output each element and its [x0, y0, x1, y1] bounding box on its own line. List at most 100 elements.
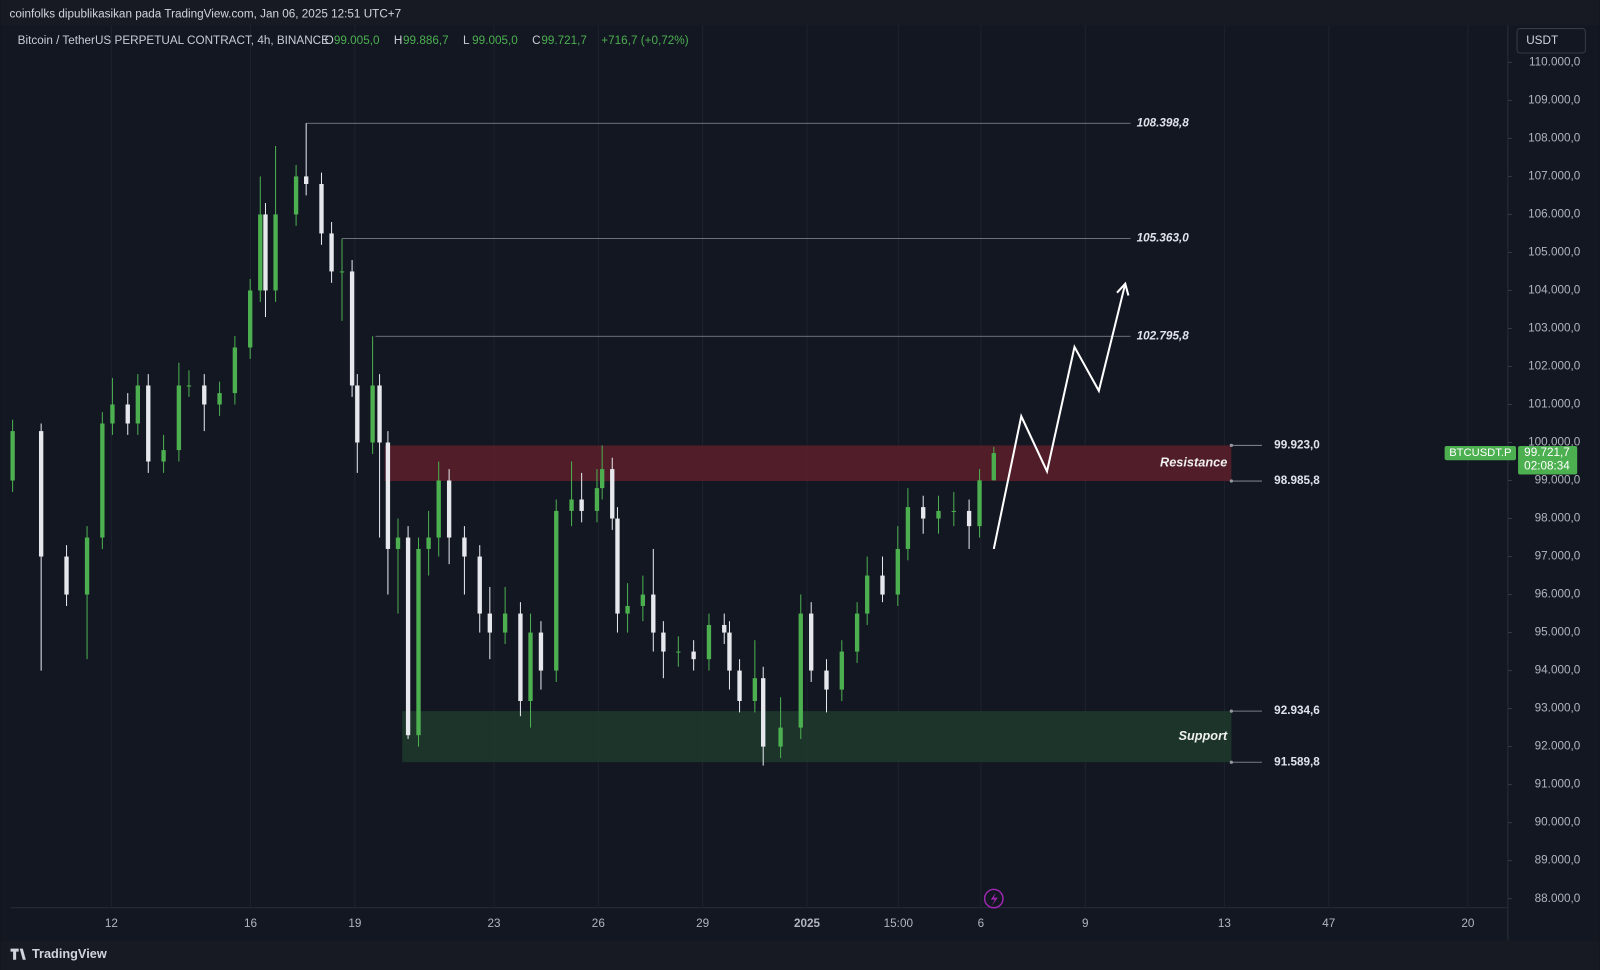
candle-body — [248, 290, 253, 348]
y-tick-label: 108.000,0 — [1528, 131, 1581, 144]
candle-body — [610, 469, 615, 519]
x-tick-label: 15:00 — [884, 917, 914, 930]
candle-body — [477, 556, 482, 614]
candle-body — [202, 385, 207, 405]
y-tick-label: 110.000,0 — [1529, 55, 1581, 68]
legend-value: 99.005,0 — [472, 34, 518, 47]
zone — [402, 711, 1232, 763]
candle-body — [569, 499, 574, 511]
y-tick-label: 99.000,0 — [1535, 474, 1581, 487]
y-tick-label: 105.000,0 — [1528, 246, 1581, 259]
y-tick-label: 109.000,0 — [1528, 93, 1581, 106]
candle-body — [921, 507, 926, 519]
event-bolt — [990, 892, 998, 906]
candle-body — [217, 393, 222, 405]
candle-body — [895, 548, 900, 595]
x-tick-label: 20 — [1461, 917, 1475, 930]
zone-label: Resistance — [1160, 455, 1227, 470]
candle-body — [319, 184, 324, 234]
candle-body — [727, 632, 732, 671]
candle-body — [446, 480, 452, 538]
candle-body — [865, 575, 870, 614]
zone-edge-label: 91.589,8 — [1274, 755, 1320, 768]
legend-value: 99.721,7 — [541, 34, 587, 47]
publisher: coinfolks dipublikasikan pada TradingVie… — [10, 7, 402, 20]
candle-body — [64, 556, 69, 595]
x-tick-label: 16 — [244, 917, 257, 930]
candle-body — [161, 450, 166, 462]
candle-body — [38, 431, 44, 557]
candle-body — [385, 442, 391, 549]
legend-value: 99.886,7 — [403, 34, 449, 47]
candle-body — [538, 632, 544, 671]
candle-body — [395, 537, 401, 549]
candle-body — [615, 518, 620, 614]
candle-body — [125, 404, 130, 424]
candle-body — [991, 453, 996, 481]
y-tick-label: 104.000,0 — [1528, 284, 1581, 297]
candle-body — [502, 613, 508, 633]
y-tick-label: 97.000,0 — [1535, 550, 1581, 563]
candle-body — [146, 385, 151, 462]
candle-body — [676, 651, 681, 653]
candle-body — [436, 480, 441, 538]
candle-body — [661, 632, 666, 652]
y-tick-label: 101.000,0 — [1528, 398, 1581, 411]
candle-body — [518, 613, 523, 701]
x-tick-label: 2025 — [794, 917, 821, 930]
candle-body — [706, 624, 712, 660]
candle-body — [355, 385, 360, 443]
currency: USDT — [1526, 34, 1558, 47]
header-bar — [0, 0, 1600, 26]
y-tick-label: 96.000,0 — [1535, 588, 1581, 601]
y-tick-label: 107.000,0 — [1528, 170, 1581, 183]
candles — [10, 123, 996, 766]
brand: TradingView — [32, 946, 107, 961]
event-icon[interactable] — [983, 888, 1004, 909]
axes: 88.000,0 89.000,0 90.000,0 91.000,0 92.000,0… — [105, 55, 1581, 930]
y-tick-label: 102.000,0 — [1528, 360, 1581, 373]
candle-body — [809, 613, 814, 671]
price-tag-box — [1518, 445, 1578, 475]
legend-value: 99.005,0 — [334, 34, 380, 47]
levels: 108.398,8 105.363,0 102.795,8 — [306, 116, 1189, 342]
x-tick-label: 26 — [592, 917, 605, 930]
candle-body — [528, 632, 533, 701]
candle-body — [625, 605, 630, 614]
x-tick-label: 9 — [1082, 917, 1089, 930]
level-label: 108.398,8 — [1137, 116, 1190, 129]
level-label: 102.795,8 — [1137, 329, 1190, 342]
candle-body — [905, 507, 911, 549]
zone-edge-dot — [1229, 443, 1233, 448]
candle-body — [426, 537, 431, 549]
y-tick-label: 88.000,0 — [1535, 892, 1581, 905]
symbol: Bitcoin / TetherUS PERPETUAL CONTRACT, 4… — [18, 34, 329, 47]
candle-body — [722, 624, 727, 633]
candle-body — [761, 678, 766, 747]
price-tag-symbol: BTCUSDT.P — [1449, 447, 1511, 459]
candle-body — [966, 510, 972, 527]
price-tag-price: 99.721,7 — [1524, 446, 1570, 459]
candle-body — [10, 431, 15, 481]
candle-body — [798, 613, 803, 728]
candle-body — [304, 176, 309, 185]
candle-body — [691, 651, 696, 660]
price-tag-countdown: 02:08:34 — [1524, 459, 1570, 472]
legend-change: +716,7 (+0,72%) — [601, 34, 688, 47]
candle-body — [594, 488, 600, 511]
y-tick-label: 91.000,0 — [1535, 778, 1581, 791]
projection-arrowhead — [1116, 281, 1130, 296]
zone-edge-label: 92.934,6 — [1274, 704, 1320, 717]
ohlc-legend: O 99.005,0 H 99.886,7 L 99.005,0 C 99.721,7 +716… — [325, 34, 689, 47]
zone-edge-dot — [1229, 479, 1233, 483]
projection-path — [992, 283, 1127, 550]
legend-key: L — [463, 34, 470, 47]
candle-body — [752, 678, 758, 701]
candle-body — [640, 594, 646, 606]
candle-body — [100, 423, 105, 538]
candle-body — [110, 404, 115, 424]
candle-body — [554, 510, 559, 671]
candle-body — [579, 499, 584, 511]
candle-body — [824, 670, 829, 690]
